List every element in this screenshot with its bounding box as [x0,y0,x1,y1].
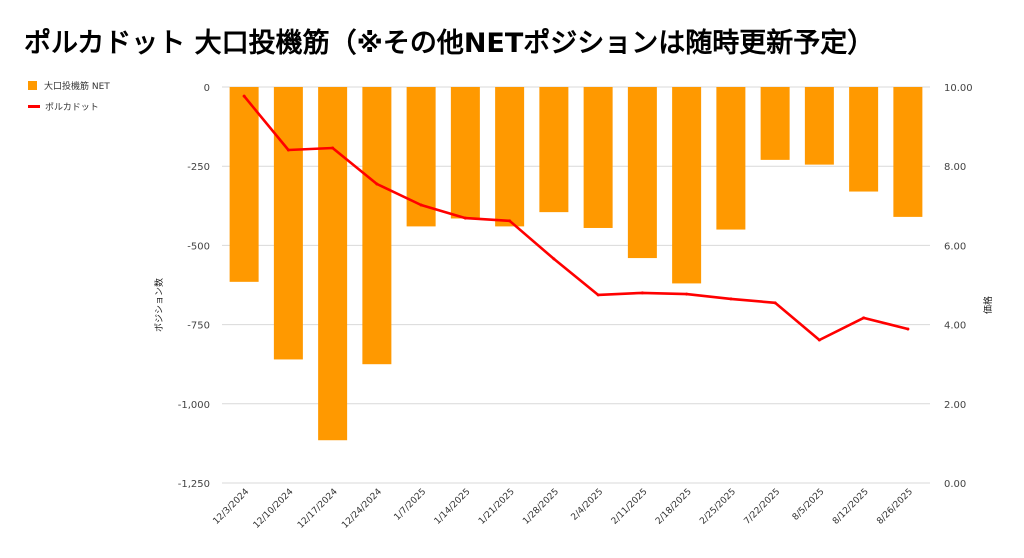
x-tick-label: 12/17/2024 [296,487,340,531]
line-point [508,219,512,223]
bar [362,87,392,365]
line-point [640,291,644,295]
legend-item-price: ポルカドット [28,99,110,113]
y-axis-title: ポジション数 [153,278,165,332]
bar [893,87,923,217]
line-point [685,292,689,296]
bar [583,87,613,228]
legend-swatch-bar [28,80,37,90]
bar [672,87,702,284]
chart-title: ポルカドット 大口投機筋（※その他NETポジションは随時更新予定） [24,28,875,59]
line-point [331,146,335,150]
x-tick-label: 12/3/2024 [212,487,252,527]
line-point [906,327,910,331]
y-tick-label: -250 [187,162,210,173]
line-point [596,293,600,297]
y-tick-label: -1,250 [178,479,210,490]
bar [318,87,348,441]
line-point [463,216,467,220]
legend-swatch-line [28,104,40,108]
line-point [862,316,866,320]
x-tick-label: 1/28/2025 [521,487,561,527]
bar [495,87,525,227]
x-tick-label: 2/25/2025 [698,487,738,527]
bar [273,87,303,360]
legend-label-price: ポルカドット [45,102,99,113]
legend-item-net: 大口投機筋 NET [28,78,110,92]
x-tick-label: 12/24/2024 [340,487,384,531]
x-tick-label: 7/22/2025 [743,487,783,527]
legend-label-net: 大口投機筋 NET [44,81,110,92]
bar [450,87,480,219]
series-line-price [242,94,910,342]
line-point [419,203,423,207]
line-point [375,182,379,186]
y2-tick-label: 0.00 [944,479,966,490]
bar [539,87,569,213]
bar [229,87,259,282]
y-tick-label: -750 [187,321,210,332]
bar [406,87,436,227]
line-point [729,297,733,301]
line-point [242,94,246,98]
line-point [817,338,821,342]
y2-tick-label: 6.00 [944,241,966,252]
x-tick-label: 2/18/2025 [654,487,694,527]
x-tick-label: 2/4/2025 [570,487,606,523]
y-tick-label: 0 [204,83,210,94]
y2-axis-title: 価格 [982,296,994,314]
line-point [773,301,777,305]
bar [716,87,746,230]
y2-tick-label: 10.00 [944,83,973,94]
line-point [286,148,290,152]
x-tick-label: 1/14/2025 [433,487,473,527]
y-tick-label: -1,000 [178,400,210,411]
bar [849,87,879,192]
x-tick-label: 1/7/2025 [393,487,429,523]
x-tick-label: 8/12/2025 [831,487,871,527]
y-tick-label: -500 [187,241,210,252]
y2-tick-label: 2.00 [944,400,966,411]
x-tick-label: 12/10/2024 [252,487,296,531]
y2-tick-label: 4.00 [944,321,966,332]
x-tick-label: 8/5/2025 [791,487,827,523]
x-tick-label: 2/11/2025 [610,487,650,527]
bar [760,87,790,160]
bar [627,87,657,259]
legend: 大口投機筋 NET ポルカドット [28,78,110,120]
x-tick-label: 8/26/2025 [875,487,915,527]
bar [804,87,834,165]
x-tick-label: 1/21/2025 [477,487,517,527]
y2-tick-label: 8.00 [944,162,966,173]
line-point [552,257,556,261]
